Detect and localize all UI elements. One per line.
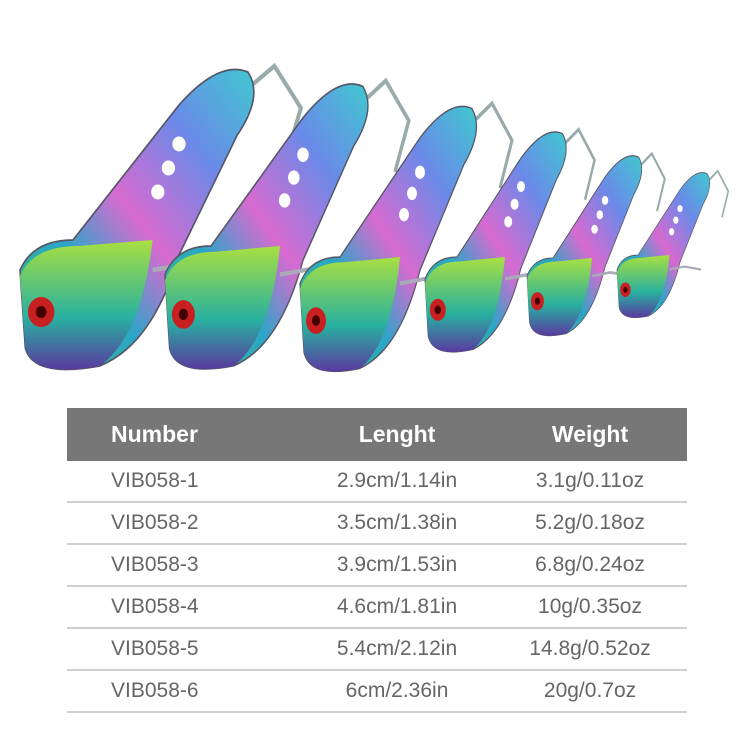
cell-weight: 20g/0.7oz xyxy=(493,670,687,713)
cell-weight: 10g/0.35oz xyxy=(493,586,687,629)
cell-number: VIB058-1 xyxy=(67,461,301,503)
table-row: VIB058-6 6cm/2.36in 20g/0.7oz xyxy=(67,670,687,713)
cell-number: VIB058-4 xyxy=(67,586,301,629)
spec-table: Number Lenght Weight VIB058-1 2.9cm/1.14… xyxy=(67,408,687,713)
cell-length: 3.9cm/1.53in xyxy=(301,544,494,587)
cell-weight: 6.8g/0.24oz xyxy=(493,544,687,587)
header-number: Number xyxy=(67,408,301,461)
cell-number: VIB058-6 xyxy=(67,670,301,713)
cell-weight: 3.1g/0.11oz xyxy=(493,461,687,503)
header-length: Lenght xyxy=(301,408,494,461)
table-row: VIB058-1 2.9cm/1.14in 3.1g/0.11oz xyxy=(67,461,687,503)
cell-number: VIB058-2 xyxy=(67,502,301,545)
cell-number: VIB058-3 xyxy=(67,544,301,587)
table-row: VIB058-2 3.5cm/1.38in 5.2g/0.18oz xyxy=(67,502,687,545)
cell-length: 3.5cm/1.38in xyxy=(301,502,494,545)
cell-length: 4.6cm/1.81in xyxy=(301,586,494,629)
cell-weight: 5.2g/0.18oz xyxy=(493,502,687,545)
fishing-lures-image xyxy=(0,0,730,374)
header-weight: Weight xyxy=(493,408,687,461)
cell-length: 5.4cm/2.12in xyxy=(301,628,494,671)
cell-length: 2.9cm/1.14in xyxy=(301,461,494,503)
table-header-row: Number Lenght Weight xyxy=(67,408,687,461)
cell-length: 6cm/2.36in xyxy=(301,670,494,713)
table-row: VIB058-3 3.9cm/1.53in 6.8g/0.24oz xyxy=(67,544,687,587)
cell-number: VIB058-5 xyxy=(67,628,301,671)
cell-weight: 14.8g/0.52oz xyxy=(493,628,687,671)
table-row: VIB058-4 4.6cm/1.81in 10g/0.35oz xyxy=(67,586,687,629)
table-row: VIB058-5 5.4cm/2.12in 14.8g/0.52oz xyxy=(67,628,687,671)
